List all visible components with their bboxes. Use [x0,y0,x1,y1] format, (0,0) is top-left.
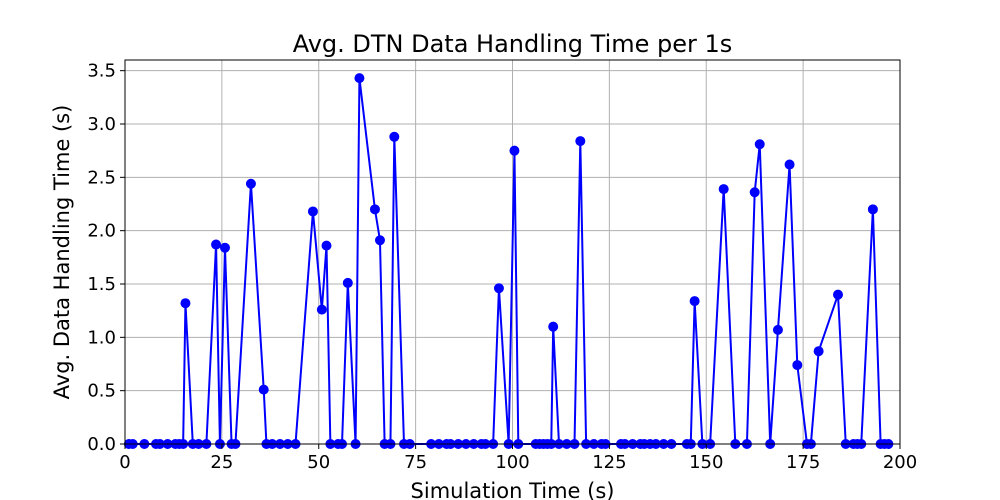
series-layer [123,73,894,449]
data-point [258,384,269,395]
y-tick-label: 2.0 [87,221,116,242]
data-point [245,178,256,189]
x-tick-label: 100 [495,452,529,473]
x-tick-label: 200 [883,452,917,473]
data-point [784,159,795,170]
y-axis-ticks: 0.0 0.5 1.0 1.5 2.0 2.5 3.0 3.5 [87,61,125,455]
x-tick-label: 25 [210,452,233,473]
data-point [389,131,400,142]
data-point [689,296,700,307]
data-point [575,136,586,147]
data-point [772,324,783,335]
data-point [342,277,353,288]
data-point [833,289,843,300]
data-point [307,206,318,217]
y-tick-label: 3.0 [87,114,116,135]
data-point [509,145,520,156]
y-tick-label: 0.0 [87,434,116,455]
data-point [749,187,760,198]
x-tick-label: 75 [404,452,427,473]
y-tick-label: 1.0 [87,327,116,348]
data-point [321,240,332,251]
data-point [211,239,222,250]
y-tick-label: 0.5 [87,381,116,402]
y-tick-label: 3.5 [87,61,116,82]
data-point [374,235,385,246]
data-point [718,184,729,195]
data-point [754,139,765,150]
x-tick-label: 175 [786,452,820,473]
series-line [128,77,889,445]
data-point [792,360,803,371]
x-tick-label: 125 [592,452,626,473]
x-tick-label: 0 [119,452,130,473]
y-tick-label: 1.5 [87,274,116,295]
data-point [548,321,559,332]
data-point [316,304,327,315]
chart-title: Avg. DTN Data Handling Time per 1s [293,30,733,58]
data-point [354,73,365,84]
data-point [813,346,824,357]
data-point [867,204,878,215]
data-point [493,283,504,294]
x-axis-ticks: 0 25 50 75 100 125 150 175 200 [119,444,917,473]
data-point [180,298,191,309]
x-tick-label: 50 [307,452,330,473]
data-point [219,242,230,253]
y-tick-label: 2.5 [87,167,116,188]
x-axis-label: Simulation Time (s) [411,479,615,500]
data-point [369,204,380,215]
y-axis-label: Avg. Data Handling Time (s) [50,105,74,400]
x-tick-label: 150 [689,452,723,473]
